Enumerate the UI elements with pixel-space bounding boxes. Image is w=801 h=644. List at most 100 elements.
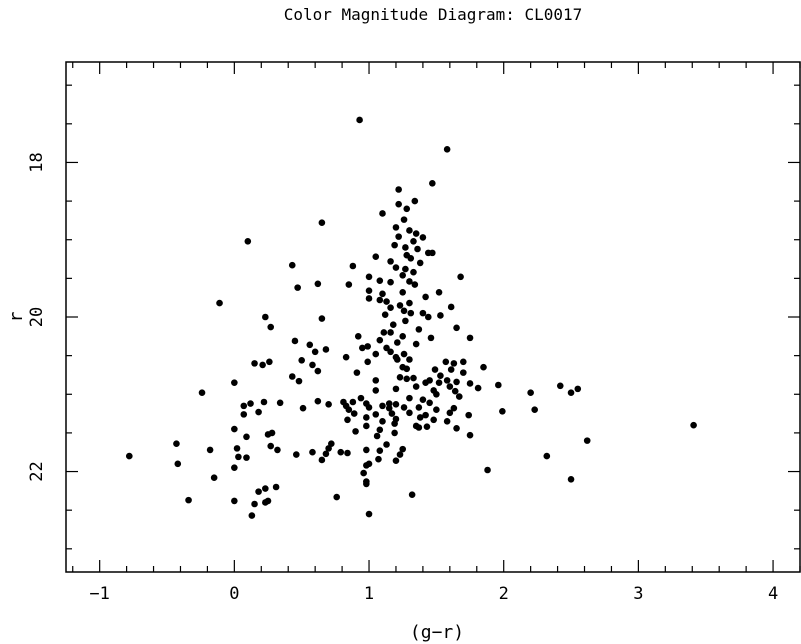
data-point: [392, 385, 400, 393]
data-point: [410, 268, 417, 276]
data-point: [446, 409, 454, 417]
data-point: [422, 293, 429, 301]
data-point: [388, 410, 396, 417]
data-point: [358, 344, 366, 352]
x-tick-label: 2: [499, 584, 509, 604]
data-point: [495, 381, 502, 389]
data-point: [349, 262, 357, 270]
data-point: [387, 329, 394, 336]
data-point: [240, 411, 248, 418]
data-point: [443, 146, 451, 153]
data-point: [460, 358, 467, 366]
data-point: [567, 389, 575, 397]
data-point: [349, 398, 357, 406]
data-point: [453, 378, 460, 386]
data-point: [325, 445, 332, 452]
data-point: [395, 233, 402, 240]
data-point: [262, 485, 269, 492]
data-point: [376, 336, 384, 344]
data-point: [306, 341, 314, 349]
data-point: [466, 334, 474, 342]
data-point: [402, 244, 409, 251]
data-point: [457, 273, 464, 281]
data-point: [415, 424, 423, 431]
data-point: [412, 340, 420, 348]
data-point: [262, 499, 269, 506]
data-point: [314, 397, 322, 405]
data-point: [294, 284, 301, 291]
data-point: [399, 333, 406, 340]
data-point: [365, 273, 373, 281]
data-point: [356, 116, 363, 124]
data-point: [419, 234, 427, 241]
data-point: [375, 455, 382, 463]
data-point: [210, 474, 218, 482]
data-point: [248, 512, 256, 519]
chart-title: Color Magnitude Diagram: CL0017: [284, 5, 583, 24]
data-point: [260, 398, 268, 406]
data-point: [400, 307, 408, 315]
data-point: [453, 424, 460, 432]
data-point: [474, 384, 482, 392]
data-point: [376, 447, 384, 454]
data-point: [406, 409, 413, 417]
data-point: [255, 488, 262, 495]
data-point: [206, 446, 214, 454]
data-point: [406, 278, 413, 285]
data-point: [499, 407, 506, 415]
data-point: [406, 394, 413, 402]
data-point: [379, 290, 386, 298]
data-point: [394, 339, 401, 346]
data-point: [342, 353, 350, 361]
data-point: [400, 350, 408, 358]
data-point: [403, 375, 411, 383]
data-point: [372, 350, 380, 358]
data-point: [173, 440, 180, 448]
data-point: [392, 224, 400, 231]
data-point: [443, 377, 451, 384]
data-point: [231, 425, 238, 433]
data-point: [567, 475, 575, 483]
data-point: [430, 416, 437, 424]
data-point: [395, 200, 402, 208]
data-point: [352, 428, 359, 435]
data-point: [198, 389, 206, 397]
data-point: [333, 493, 341, 501]
data-point: [174, 460, 182, 468]
data-point: [389, 321, 397, 329]
data-point: [392, 457, 400, 465]
data-point: [231, 379, 238, 386]
data-point: [233, 445, 241, 452]
data-point: [344, 416, 351, 424]
data-point: [690, 421, 697, 429]
data-point: [231, 497, 238, 505]
data-point: [406, 356, 413, 363]
data-point: [318, 456, 326, 464]
data-point: [466, 380, 474, 387]
data-point: [293, 451, 300, 458]
data-point: [437, 312, 444, 319]
data-point: [402, 317, 409, 325]
data-point: [387, 278, 394, 286]
data-point: [543, 452, 551, 460]
data-point: [527, 389, 534, 397]
plot-frame: [65, 61, 801, 573]
data-point: [391, 241, 398, 249]
x-tick-label: −1: [89, 584, 109, 604]
data-point: [450, 404, 458, 412]
data-point: [531, 406, 538, 414]
data-point: [429, 249, 436, 257]
data-point: [243, 433, 250, 441]
data-point: [309, 448, 316, 456]
data-point: [391, 429, 398, 437]
data-point: [399, 288, 406, 296]
data-point: [415, 404, 423, 411]
data-point: [387, 258, 394, 265]
data-point: [406, 227, 413, 234]
data-point: [406, 299, 413, 307]
data-point: [556, 382, 564, 390]
data-point: [480, 363, 487, 371]
data-point: [419, 396, 427, 403]
data-point: [243, 454, 250, 461]
